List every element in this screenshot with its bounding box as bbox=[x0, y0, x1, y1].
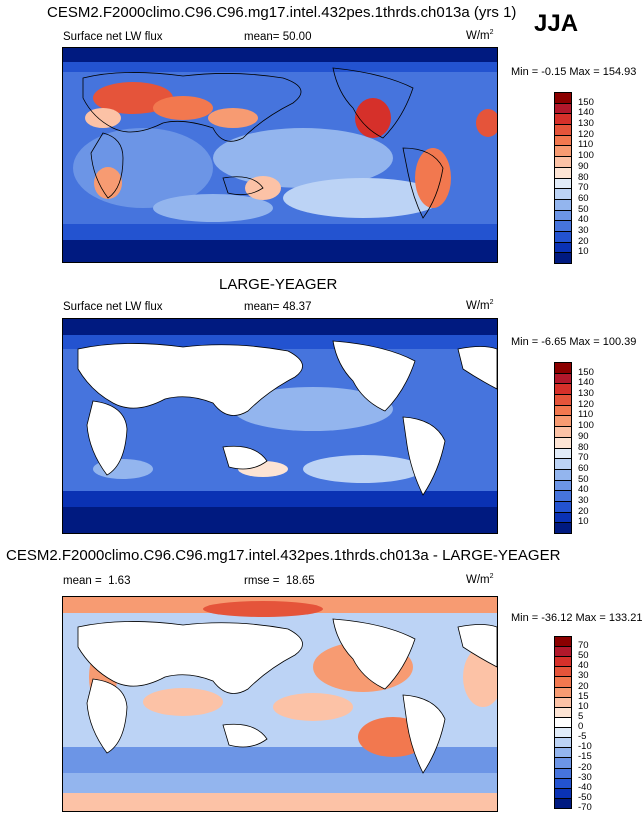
colorbar-label: 110 bbox=[578, 409, 594, 421]
panel3-map-svg bbox=[63, 597, 497, 811]
colorbar-label: 50 bbox=[578, 473, 589, 485]
colorbar-label: 130 bbox=[578, 118, 594, 130]
top-title: CESM2.F2000climo.C96.C96.mg17.intel.432p… bbox=[47, 4, 517, 21]
colorbar-label: 140 bbox=[578, 377, 594, 389]
colorbar-label: 70 bbox=[578, 182, 589, 194]
colorbar-label: -20 bbox=[578, 761, 592, 773]
colorbar-label: 70 bbox=[578, 452, 589, 464]
panel2-mean: mean= 48.37 bbox=[244, 301, 312, 313]
colorbar-label: 20 bbox=[578, 505, 589, 517]
panel1-variable: Surface net LW flux bbox=[63, 31, 163, 43]
colorbar-label: 50 bbox=[578, 203, 589, 215]
colorbar-label: 40 bbox=[578, 660, 589, 672]
panel3-map bbox=[62, 596, 498, 812]
colorbar-swatch bbox=[554, 522, 572, 534]
panel2-minmax: Min = -6.65 Max = 100.39 bbox=[511, 336, 637, 348]
colorbar-label: 5 bbox=[578, 710, 584, 722]
colorbar-label: 90 bbox=[578, 430, 589, 442]
colorbar-label: 30 bbox=[578, 494, 589, 506]
colorbar-label: 15 bbox=[578, 690, 589, 702]
colorbar-swatch bbox=[554, 252, 572, 264]
panel2-colorbar: 150 140 130 120 110 100 90 80 70 60 50 40 30 20 10 bbox=[554, 362, 594, 534]
colorbar-label: 10 bbox=[578, 246, 589, 258]
colorbar-label: 150 bbox=[578, 366, 594, 378]
colorbar-label: 60 bbox=[578, 462, 589, 474]
colorbar-label: -5 bbox=[578, 731, 587, 743]
colorbar-label: -10 bbox=[578, 741, 592, 753]
colorbar-label: 150 bbox=[578, 96, 594, 108]
colorbar-label: 20 bbox=[578, 680, 589, 692]
mid-title: LARGE-YEAGER bbox=[219, 276, 338, 293]
panel3-mean: mean = 1.63 bbox=[63, 575, 131, 587]
panel2-map bbox=[62, 318, 498, 534]
panel1-map bbox=[62, 47, 498, 263]
colorbar-label: 120 bbox=[578, 128, 594, 140]
colorbar-label: -30 bbox=[578, 771, 592, 783]
panel1-colorbar: 150 140 130 120 110 100 90 80 70 60 50 40 30 20 10 bbox=[554, 92, 594, 264]
panel3-rmse: rmse = 18.65 bbox=[244, 575, 315, 587]
panel2-map-svg bbox=[63, 319, 497, 533]
panel3-colorbar: 70 50 40 30 20 15 10 5 0 -5 -10 -15 -20 -30 -40 -50 -70 bbox=[554, 636, 594, 813]
panel3-units: W/m2 bbox=[466, 573, 494, 586]
colorbar-label: -70 bbox=[578, 802, 592, 813]
colorbar-label: 60 bbox=[578, 192, 589, 204]
bottom-title: CESM2.F2000climo.C96.C96.mg17.intel.432p… bbox=[6, 547, 561, 564]
colorbar-label: 30 bbox=[578, 224, 589, 236]
panel3-minmax: Min = -36.12 Max = 133.21 bbox=[511, 612, 642, 624]
colorbar-label: 40 bbox=[578, 484, 589, 496]
colorbar-label: 130 bbox=[578, 388, 594, 400]
colorbar-label: 100 bbox=[578, 150, 594, 162]
panel1-mean: mean= 50.00 bbox=[244, 31, 312, 43]
panel2-variable: Surface net LW flux bbox=[63, 301, 163, 313]
colorbar-label: 90 bbox=[578, 160, 589, 172]
colorbar-label: 80 bbox=[578, 441, 589, 453]
colorbar-label: 70 bbox=[578, 640, 589, 652]
panel1-map-svg bbox=[63, 48, 497, 262]
colorbar-label: -50 bbox=[578, 791, 592, 803]
colorbar-label: 10 bbox=[578, 700, 589, 712]
colorbar-label: 40 bbox=[578, 214, 589, 226]
colorbar-label: 0 bbox=[578, 721, 584, 733]
season-label: JJA bbox=[534, 10, 579, 37]
colorbar-label: 100 bbox=[578, 420, 594, 432]
colorbar-label: 30 bbox=[578, 670, 589, 682]
colorbar-swatch bbox=[554, 797, 572, 809]
colorbar-label: 140 bbox=[578, 107, 594, 119]
colorbar-label: -15 bbox=[578, 751, 592, 763]
colorbar-label: 50 bbox=[578, 650, 589, 662]
colorbar-label: 80 bbox=[578, 171, 589, 183]
colorbar-label: 110 bbox=[578, 139, 594, 151]
panel1-minmax: Min = -0.15 Max = 154.93 bbox=[511, 66, 637, 78]
colorbar-label: 10 bbox=[578, 516, 589, 528]
colorbar-label: 20 bbox=[578, 235, 589, 247]
colorbar-label: -40 bbox=[578, 781, 592, 793]
panel1-units: W/m2 bbox=[466, 29, 494, 42]
colorbar-label: 120 bbox=[578, 398, 594, 410]
panel2-units: W/m2 bbox=[466, 299, 494, 312]
